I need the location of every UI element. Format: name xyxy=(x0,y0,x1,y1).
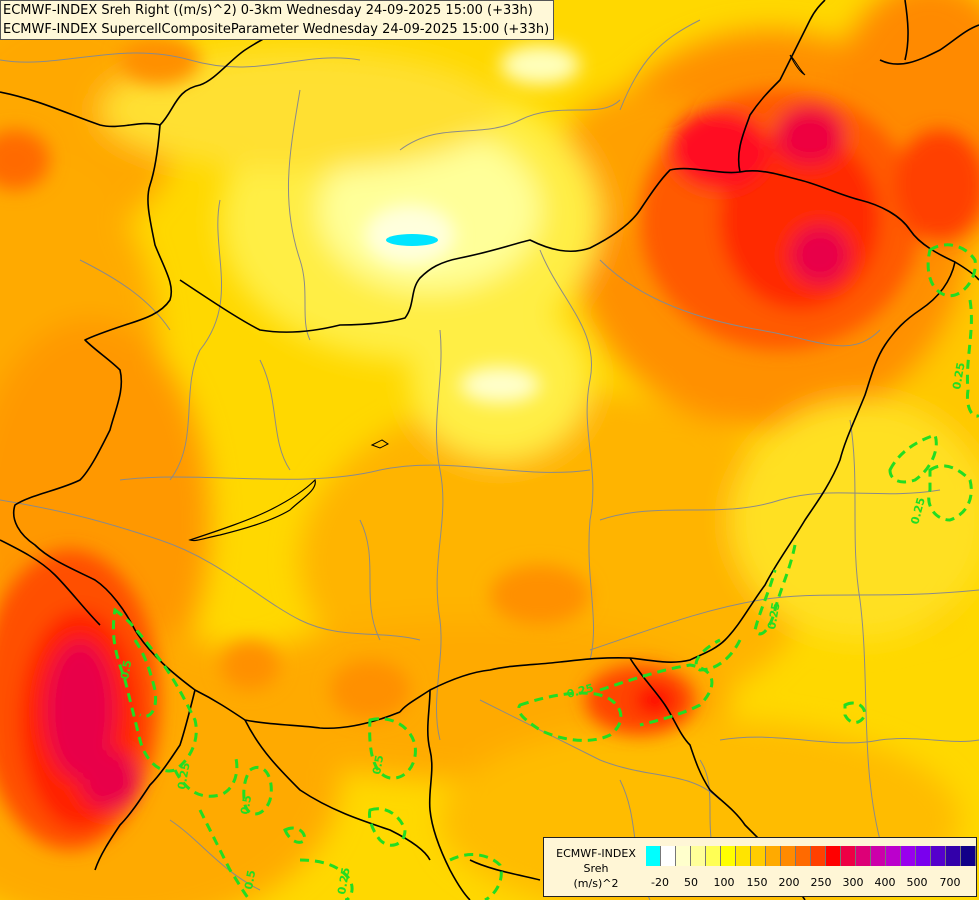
legend-swatch xyxy=(736,846,751,866)
legend-tick-label: 200 xyxy=(778,876,800,889)
legend-source: ECMWF-INDEX xyxy=(556,847,636,860)
legend-tick-label: -20 xyxy=(651,876,669,889)
legend-tick-label: 100 xyxy=(713,876,735,889)
contour-label: 0.5 xyxy=(238,794,254,815)
legend-swatch xyxy=(826,846,841,866)
chart-title-box: ECMWF-INDEX Sreh Right ((m/s)^2) 0-3km W… xyxy=(0,0,555,40)
legend-variable: Sreh xyxy=(583,862,609,875)
title-line-sreh: ECMWF-INDEX Sreh Right ((m/s)^2) 0-3km W… xyxy=(3,3,533,18)
legend-tick-label: 250 xyxy=(810,876,832,889)
cyan-spot xyxy=(386,234,438,246)
legend-swatch xyxy=(811,846,826,866)
legend-swatch xyxy=(901,846,916,866)
legend-swatch xyxy=(916,846,931,866)
legend-swatch xyxy=(676,846,691,866)
legend-swatch xyxy=(661,846,676,866)
legend-swatch xyxy=(646,846,661,866)
legend-swatch xyxy=(961,846,976,866)
legend-swatch xyxy=(796,846,811,866)
legend-swatch xyxy=(766,846,781,866)
lake-ne xyxy=(789,54,806,76)
contour-label: 0.25 xyxy=(175,762,193,791)
scp-contour-labels: 0.25 0.25 0.25 0.25 0.5 0.5 0.25 0.5 0.5… xyxy=(118,362,968,896)
legend-tick-label: 400 xyxy=(874,876,896,889)
legend-swatch xyxy=(856,846,871,866)
lake-balaton xyxy=(188,478,316,542)
legend-tick-label: 700 xyxy=(939,876,961,889)
legend-swatch xyxy=(886,846,901,866)
scp-contours xyxy=(111,243,979,900)
legend-tick-label: 500 xyxy=(906,876,928,889)
legend-swatch xyxy=(721,846,736,866)
legend-swatch xyxy=(751,846,766,866)
contour-label: 0.5 xyxy=(118,659,134,680)
contour-label: 0.25 xyxy=(765,602,783,631)
title-line-scp: ECMWF-INDEX SupercellCompositeParameter … xyxy=(3,22,550,37)
legend-swatch xyxy=(931,846,946,866)
legend-tick-label: 300 xyxy=(842,876,864,889)
contour-label: 0.5 xyxy=(242,869,258,890)
contour-label: 0.5 xyxy=(370,754,386,775)
legend-swatch xyxy=(841,846,856,866)
legend-ticks: -20 50 100 150 200 250 300 400 500 700 xyxy=(646,876,976,892)
sreh-field-high xyxy=(0,35,979,850)
color-legend: ECMWF-INDEX Sreh (m/s)^2 -20 50 100 150 200 2… xyxy=(543,837,977,897)
legend-swatch xyxy=(706,846,721,866)
legend-swatch xyxy=(691,846,706,866)
legend-unit: (m/s)^2 xyxy=(573,877,619,890)
contour-label: 0.25 xyxy=(950,362,968,391)
legend-title: ECMWF-INDEX Sreh (m/s)^2 xyxy=(548,846,644,891)
legend-tick-label: 50 xyxy=(684,876,698,889)
legend-tick-label: 150 xyxy=(746,876,768,889)
legend-swatches xyxy=(646,846,976,866)
contour-label: 0.25 xyxy=(335,867,353,896)
legend-swatch xyxy=(946,846,961,866)
legend-swatch xyxy=(871,846,886,866)
legend-swatch xyxy=(781,846,796,866)
lake-small xyxy=(370,439,389,449)
